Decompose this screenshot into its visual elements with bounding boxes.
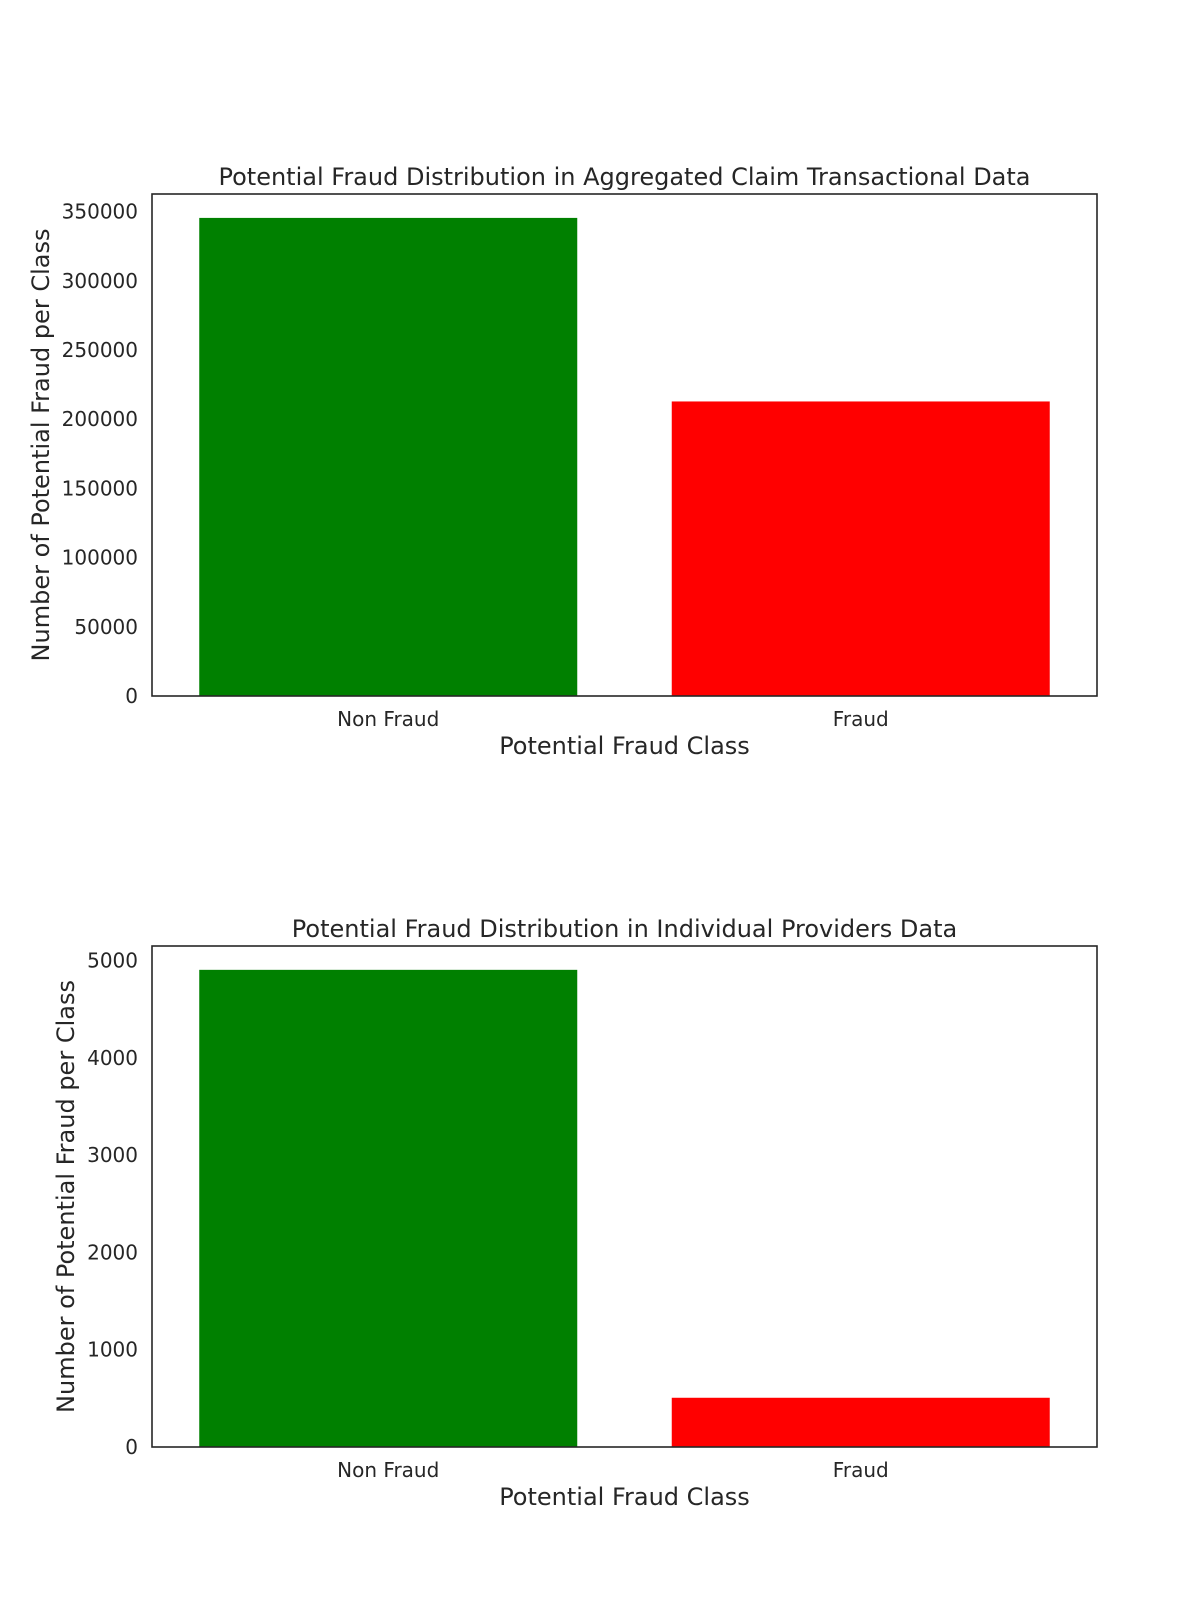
y-tick-label: 300000	[62, 269, 138, 293]
y-tick-label: 4000	[87, 1046, 138, 1070]
y-tick-label: 350000	[62, 200, 138, 224]
x-tick-label: Fraud	[833, 707, 889, 731]
y-tick-label: 150000	[62, 476, 138, 500]
y-tick-label: 2000	[87, 1240, 138, 1264]
y-tick-label: 250000	[62, 338, 138, 362]
x-axis-label: Potential Fraud Class	[499, 732, 750, 760]
chart-aggregated-claims: 0 50000 100000 150000 200000 250000 300000 3500…	[27, 163, 1098, 760]
bar-fraud	[671, 401, 1050, 696]
y-tick-label: 1000	[87, 1338, 138, 1362]
bar-non-fraud	[199, 969, 578, 1447]
y-tick-label: 0	[125, 1435, 138, 1459]
y-tick-label: 0	[125, 684, 138, 708]
x-tick-label: Non Fraud	[337, 1458, 439, 1482]
x-axis-label: Potential Fraud Class	[499, 1483, 750, 1511]
bar-fraud	[671, 1397, 1050, 1447]
bar-non-fraud	[199, 217, 578, 696]
y-tick-label: 50000	[74, 615, 138, 639]
y-tick-label: 200000	[62, 407, 138, 431]
plot-frame	[151, 945, 1098, 1448]
x-tick-label: Non Fraud	[337, 707, 439, 731]
chart-title: Potential Fraud Distribution in Aggregat…	[218, 163, 1030, 191]
y-tick-label: 3000	[87, 1143, 138, 1167]
x-tick-label: Fraud	[833, 1458, 889, 1482]
y-tick-label: 100000	[62, 546, 138, 570]
y-axis-label: Number of Potential Fraud per Class	[27, 229, 55, 662]
y-tick-label: 5000	[87, 948, 138, 972]
chart-individual-providers: 0 1000 2000 3000 4000 5000 Non Fraud Fraud Poten…	[52, 915, 1098, 1511]
y-axis-label: Number of Potential Fraud per Class	[52, 980, 80, 1413]
plot-frame	[151, 193, 1098, 697]
chart-title: Potential Fraud Distribution in Individu…	[292, 915, 957, 943]
